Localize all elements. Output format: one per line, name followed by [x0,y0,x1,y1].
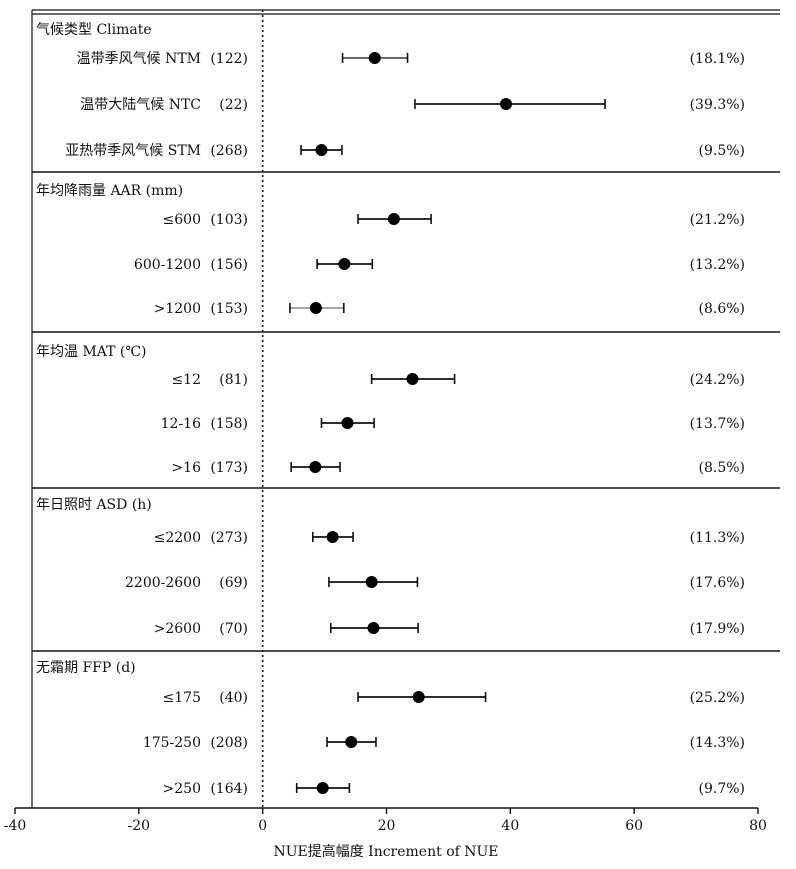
group-title: 无霜期 FFP (d) [36,660,136,676]
row-label: ≤2200 [154,530,201,546]
row-sample-size: (156) [210,257,248,273]
row-sample-size: (70) [219,621,248,637]
mean-point [309,461,322,473]
forest-row: >250 (164) (9.7%) [163,781,745,797]
mean-point [412,691,425,703]
row-label: ≤12 [171,372,201,388]
row-sample-size: (273) [210,530,248,546]
row-sample-size: (158) [210,416,248,432]
x-axis-label: NUE提高幅度 Increment of NUE [273,843,498,860]
row-effect-percent: (13.7%) [690,416,745,432]
x-tick-label: 0 [258,818,267,834]
mean-point [338,258,351,270]
group-title: 年均温 MAT (℃) [36,344,147,360]
row-effect-percent: (8.5%) [699,460,746,476]
forest-row: >1200 (153) (8.6%) [154,301,745,317]
mean-point [387,213,400,225]
mean-point [367,622,380,634]
row-sample-size: (69) [219,575,248,591]
row-effect-percent: (9.7%) [699,781,746,797]
row-label: >16 [171,460,201,476]
row-effect-percent: (14.3%) [690,735,745,751]
row-label: >1200 [154,301,201,317]
row-label: 2200-2600 [125,575,201,591]
mean-point [499,98,512,110]
mean-point [316,782,329,794]
forest-row: 温带大陆气候 NTC (22) (39.3%) [80,97,745,113]
row-sample-size: (22) [219,97,248,113]
x-tick-label: -40 [4,818,27,834]
x-tick-label: 20 [378,818,396,834]
forest-row: 2200-2600 (69) (17.6%) [125,575,745,591]
mean-point [326,531,339,543]
row-sample-size: (122) [210,51,248,67]
row-sample-size: (81) [219,372,248,388]
row-effect-percent: (11.3%) [690,530,745,546]
row-label: ≤175 [163,690,201,706]
forest-row: >2600 (70) (17.9%) [154,621,745,637]
row-label: 12-16 [161,416,201,432]
plot-frame [31,9,780,808]
group-title: 气候类型 Climate [36,22,152,38]
mean-point [309,302,322,314]
forest-row: 175-250 (208) (14.3%) [143,735,745,751]
row-sample-size: (103) [210,212,248,228]
row-effect-percent: (39.3%) [690,97,745,113]
row-effect-percent: (25.2%) [690,690,745,706]
forest-row: ≤2200 (273) (11.3%) [154,530,745,546]
group-title: 年日照时 ASD (h) [36,497,152,513]
row-effect-percent: (24.2%) [690,372,745,388]
row-effect-percent: (18.1%) [690,51,745,67]
row-label: ≤600 [163,212,201,228]
row-effect-percent: (21.2%) [690,212,745,228]
row-label: 亚热带季风气候 STM [65,143,201,159]
row-sample-size: (268) [210,143,248,159]
forest-row: 12-16 (158) (13.7%) [161,416,745,432]
mean-point [368,52,381,64]
row-effect-percent: (13.2%) [690,257,745,273]
row-effect-percent: (8.6%) [699,301,746,317]
x-tick-label: -20 [128,818,151,834]
mean-point [365,576,378,588]
mean-point [341,417,354,429]
row-sample-size: (208) [210,735,248,751]
forest-row: 温带季风气候 NTM (122) (18.1%) [77,51,745,67]
row-sample-size: (153) [210,301,248,317]
mean-point [315,144,328,156]
row-effect-percent: (9.5%) [699,143,746,159]
forest-row: ≤600 (103) (21.2%) [163,212,745,228]
forest-row: ≤12 (81) (24.2%) [171,372,745,388]
row-label: 600-1200 [134,257,201,273]
row-label: 温带大陆气候 NTC [80,97,201,113]
group-title: 年均降雨量 AAR (mm) [36,183,183,199]
forest-row: 亚热带季风气候 STM (268) (9.5%) [65,143,745,159]
plot-rows: 气候类型 Climate 温带季风气候 NTM (122) (18.1%) 温带大陆气候… [36,22,745,797]
row-sample-size: (173) [210,460,248,476]
forest-row: 600-1200 (156) (13.2%) [134,257,745,273]
row-label: 温带季风气候 NTM [77,51,201,67]
row-label: 175-250 [143,735,201,751]
row-sample-size: (164) [210,781,248,797]
mean-point [345,736,358,748]
forest-row: >16 (173) (8.5%) [171,460,745,476]
forest-row: ≤175 (40) (25.2%) [163,690,745,706]
x-tick-label: 60 [625,818,643,834]
row-effect-percent: (17.6%) [690,575,745,591]
row-effect-percent: (17.9%) [690,621,745,637]
row-sample-size: (40) [219,690,248,706]
row-label: >250 [163,781,201,797]
x-tick-label: 80 [749,818,767,834]
x-tick-label: 40 [501,818,519,834]
mean-point [406,373,419,385]
row-label: >2600 [154,621,201,637]
x-axis: -40 -20 0 20 40 60 80 [4,807,767,834]
